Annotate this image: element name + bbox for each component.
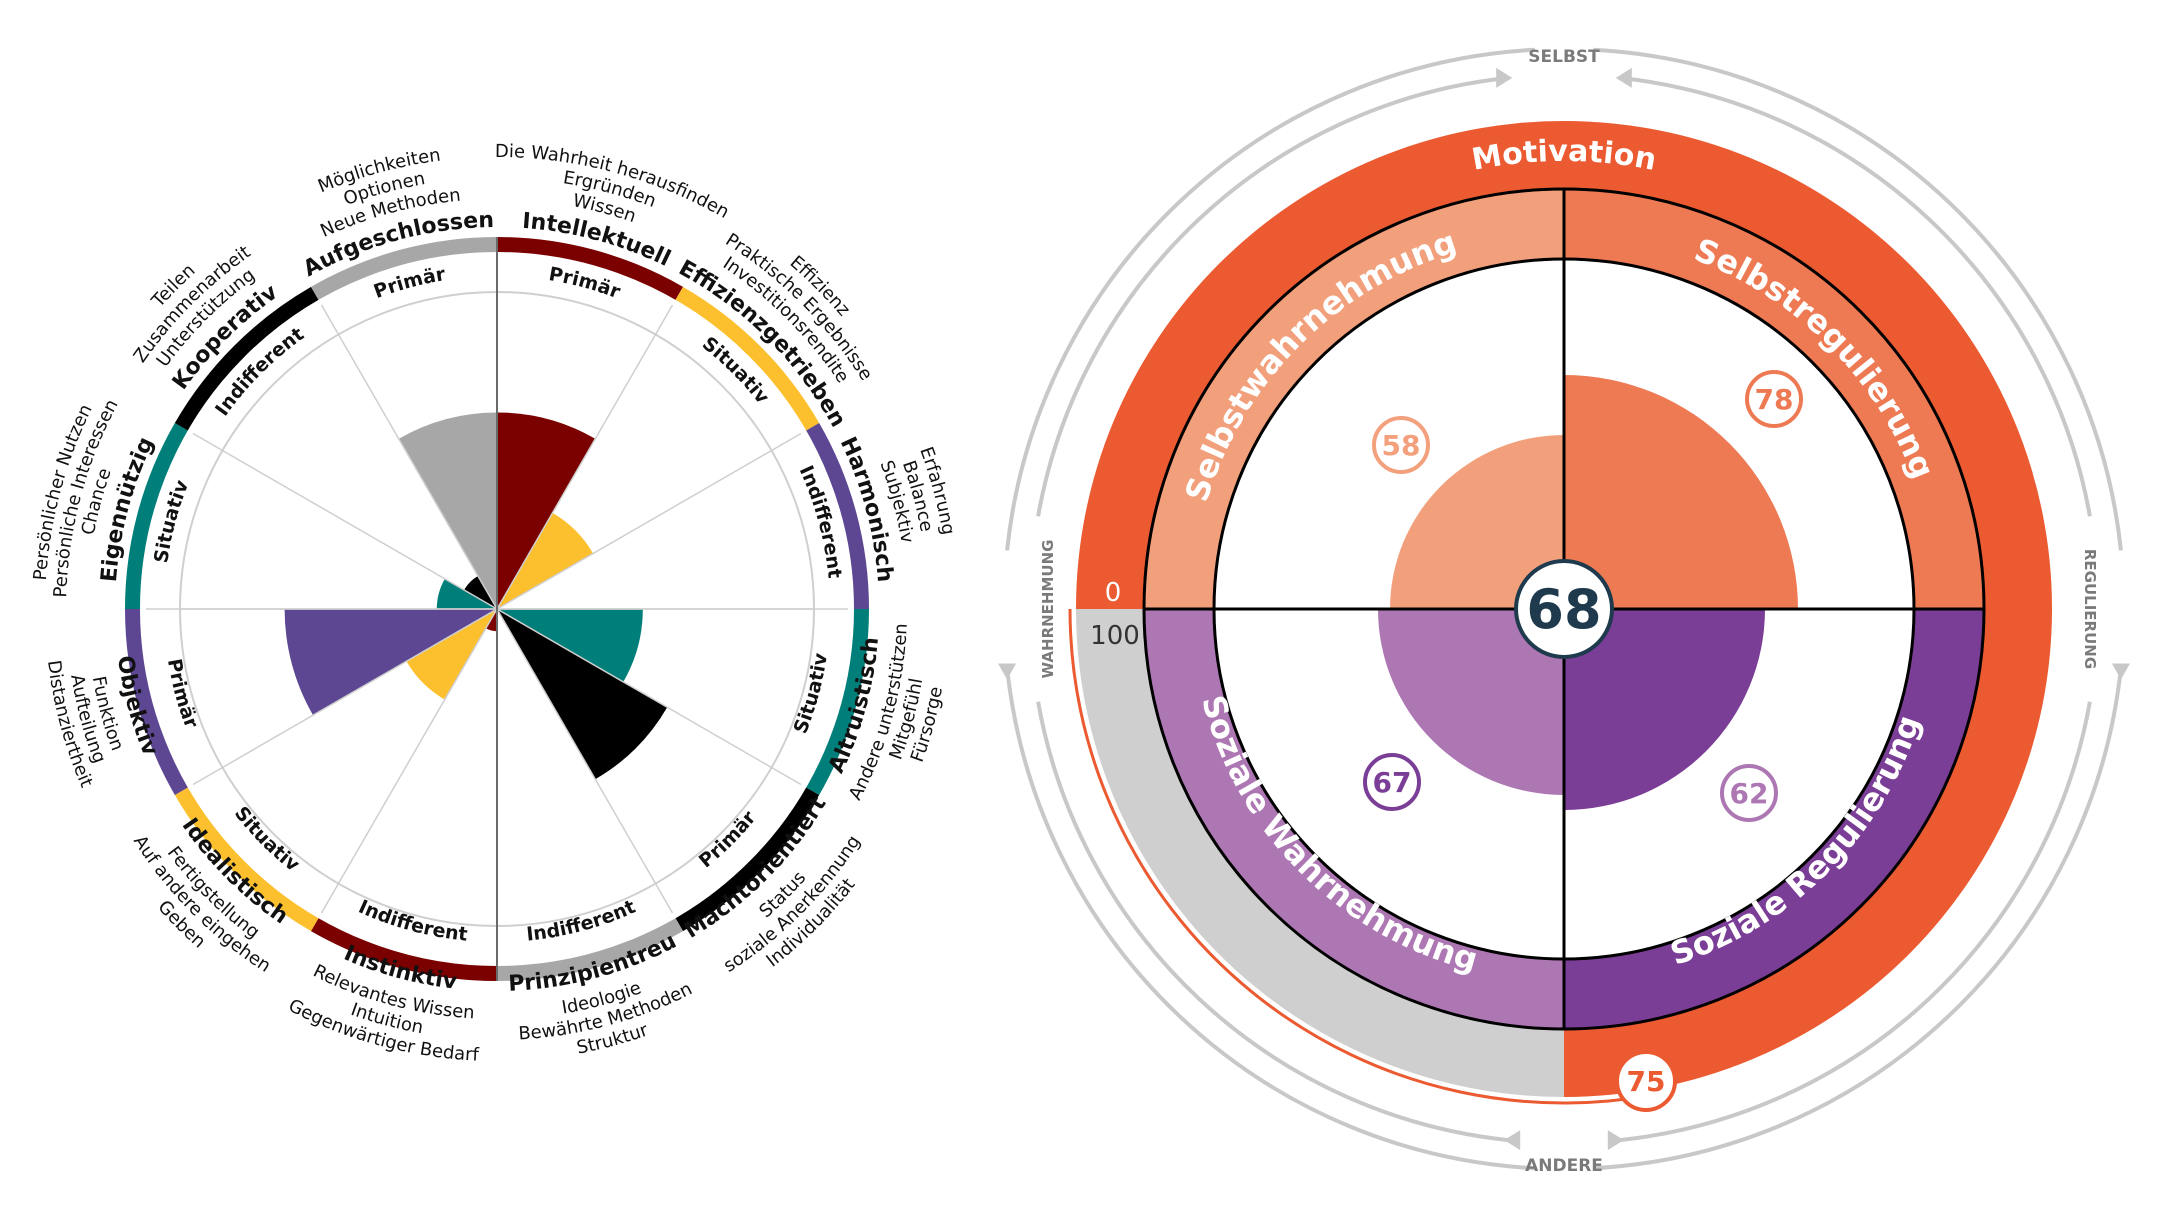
wheel-level-divider	[320, 304, 340, 335]
guide-arrowhead	[1607, 1130, 1624, 1151]
guide-arrowhead	[1496, 67, 1513, 88]
sector-soziale-regulierung	[1564, 609, 1765, 810]
motivation-fill	[1076, 121, 1564, 609]
band-soziale-wahrnehmung	[1144, 609, 1564, 1029]
wheel-spoke	[496, 608, 657, 884]
sector-selbstregulierung	[1564, 375, 1798, 609]
wheel-sector-effizienzgetrieben	[497, 512, 594, 609]
wheel-level-divider	[771, 766, 802, 786]
wheel-sector-idealistisch	[406, 609, 497, 700]
wheel-spoke	[496, 334, 657, 610]
band-selbstregulierung	[1564, 189, 1984, 609]
wheel-level-divider	[192, 432, 223, 452]
guide-arrowhead	[1615, 67, 1632, 88]
center-score-value: 68	[1526, 578, 1601, 641]
wheel-level-divider	[654, 304, 674, 335]
guide-arc	[1593, 667, 2123, 1171]
label-regulierung: REGULIERUNG	[2081, 549, 2099, 669]
motivation-score-value: 75	[1627, 1065, 1666, 1098]
guide-arrowhead	[998, 663, 1017, 680]
wheel-sector-eigennuetzig	[436, 578, 497, 609]
wheel-level-divider	[192, 766, 223, 786]
scale-max-label: 100	[1090, 621, 1140, 651]
guide-arc	[1593, 47, 2123, 551]
band-soziale-regulierung	[1564, 609, 1984, 1029]
wheel-sector-altruistisch	[497, 609, 643, 682]
sector-soziale-wahrnehmung	[1378, 609, 1564, 795]
wheel-sector-machtorientiert	[497, 609, 668, 780]
wheel-level-divider	[320, 883, 340, 914]
wheel-spoke	[337, 608, 498, 884]
wheel-spoke	[222, 449, 498, 610]
motivation-track	[1076, 609, 1564, 1097]
sector-selbstwahrnehmung	[1390, 435, 1564, 609]
score-badge-soziale-wahrnehmung	[1720, 764, 1778, 822]
label-wahrnehmung: WAHRNEHMUNG	[1039, 540, 1057, 679]
motivation-fill	[1564, 121, 2052, 1097]
wheel-spoke	[222, 608, 498, 769]
motivation-score-badge	[1615, 1050, 1677, 1112]
band-selbstwahrnehmung	[1144, 189, 1564, 609]
wheel-sector-kooperativ	[464, 576, 497, 609]
score-badge-soziale-regulierung	[1363, 753, 1421, 811]
guide-arc-inner	[1619, 701, 2092, 1143]
score-badge-selbstwahrnehmung	[1372, 416, 1430, 474]
wheel-sector-objektiv	[284, 609, 497, 716]
center-score-badge	[1514, 559, 1614, 659]
guide-arrowhead	[1504, 1130, 1521, 1151]
guide-arrowhead	[2111, 663, 2130, 680]
scale-min-label: 0	[1105, 578, 1122, 608]
guide-arc	[1005, 667, 1535, 1171]
wheel-sector-aufgeschlossen	[398, 412, 497, 609]
guide-arc	[1005, 47, 1535, 551]
score-badge-selbstregulierung	[1745, 370, 1803, 428]
score-value-soziale-wahrnehmung: 62	[1730, 777, 1769, 810]
wheel-spoke	[496, 608, 772, 769]
wheel-spoke	[496, 449, 772, 610]
motivation-progress-line	[1068, 608, 1668, 1105]
guide-arc-inner	[1036, 701, 1509, 1143]
label-selbst: SELBST	[1528, 47, 1600, 67]
wheel-sector-intellektuell	[497, 412, 596, 609]
guide-arc-inner	[1619, 75, 2092, 517]
wheel-level-divider	[771, 432, 802, 452]
score-value-selbstwahrnehmung: 58	[1382, 429, 1421, 462]
guide-arc-inner	[1036, 75, 1509, 517]
wheel-level-divider	[654, 883, 674, 914]
values-wheel: PrimärSituativIndifferentSituativPrimärI…	[30, 141, 959, 1066]
score-value-selbstregulierung: 78	[1755, 383, 1794, 416]
score-value-soziale-regulierung: 67	[1373, 766, 1412, 799]
wheel-spoke	[337, 334, 498, 610]
motivation-fill-tail	[1651, 972, 1807, 1085]
label-andere: ANDERE	[1525, 1156, 1603, 1176]
